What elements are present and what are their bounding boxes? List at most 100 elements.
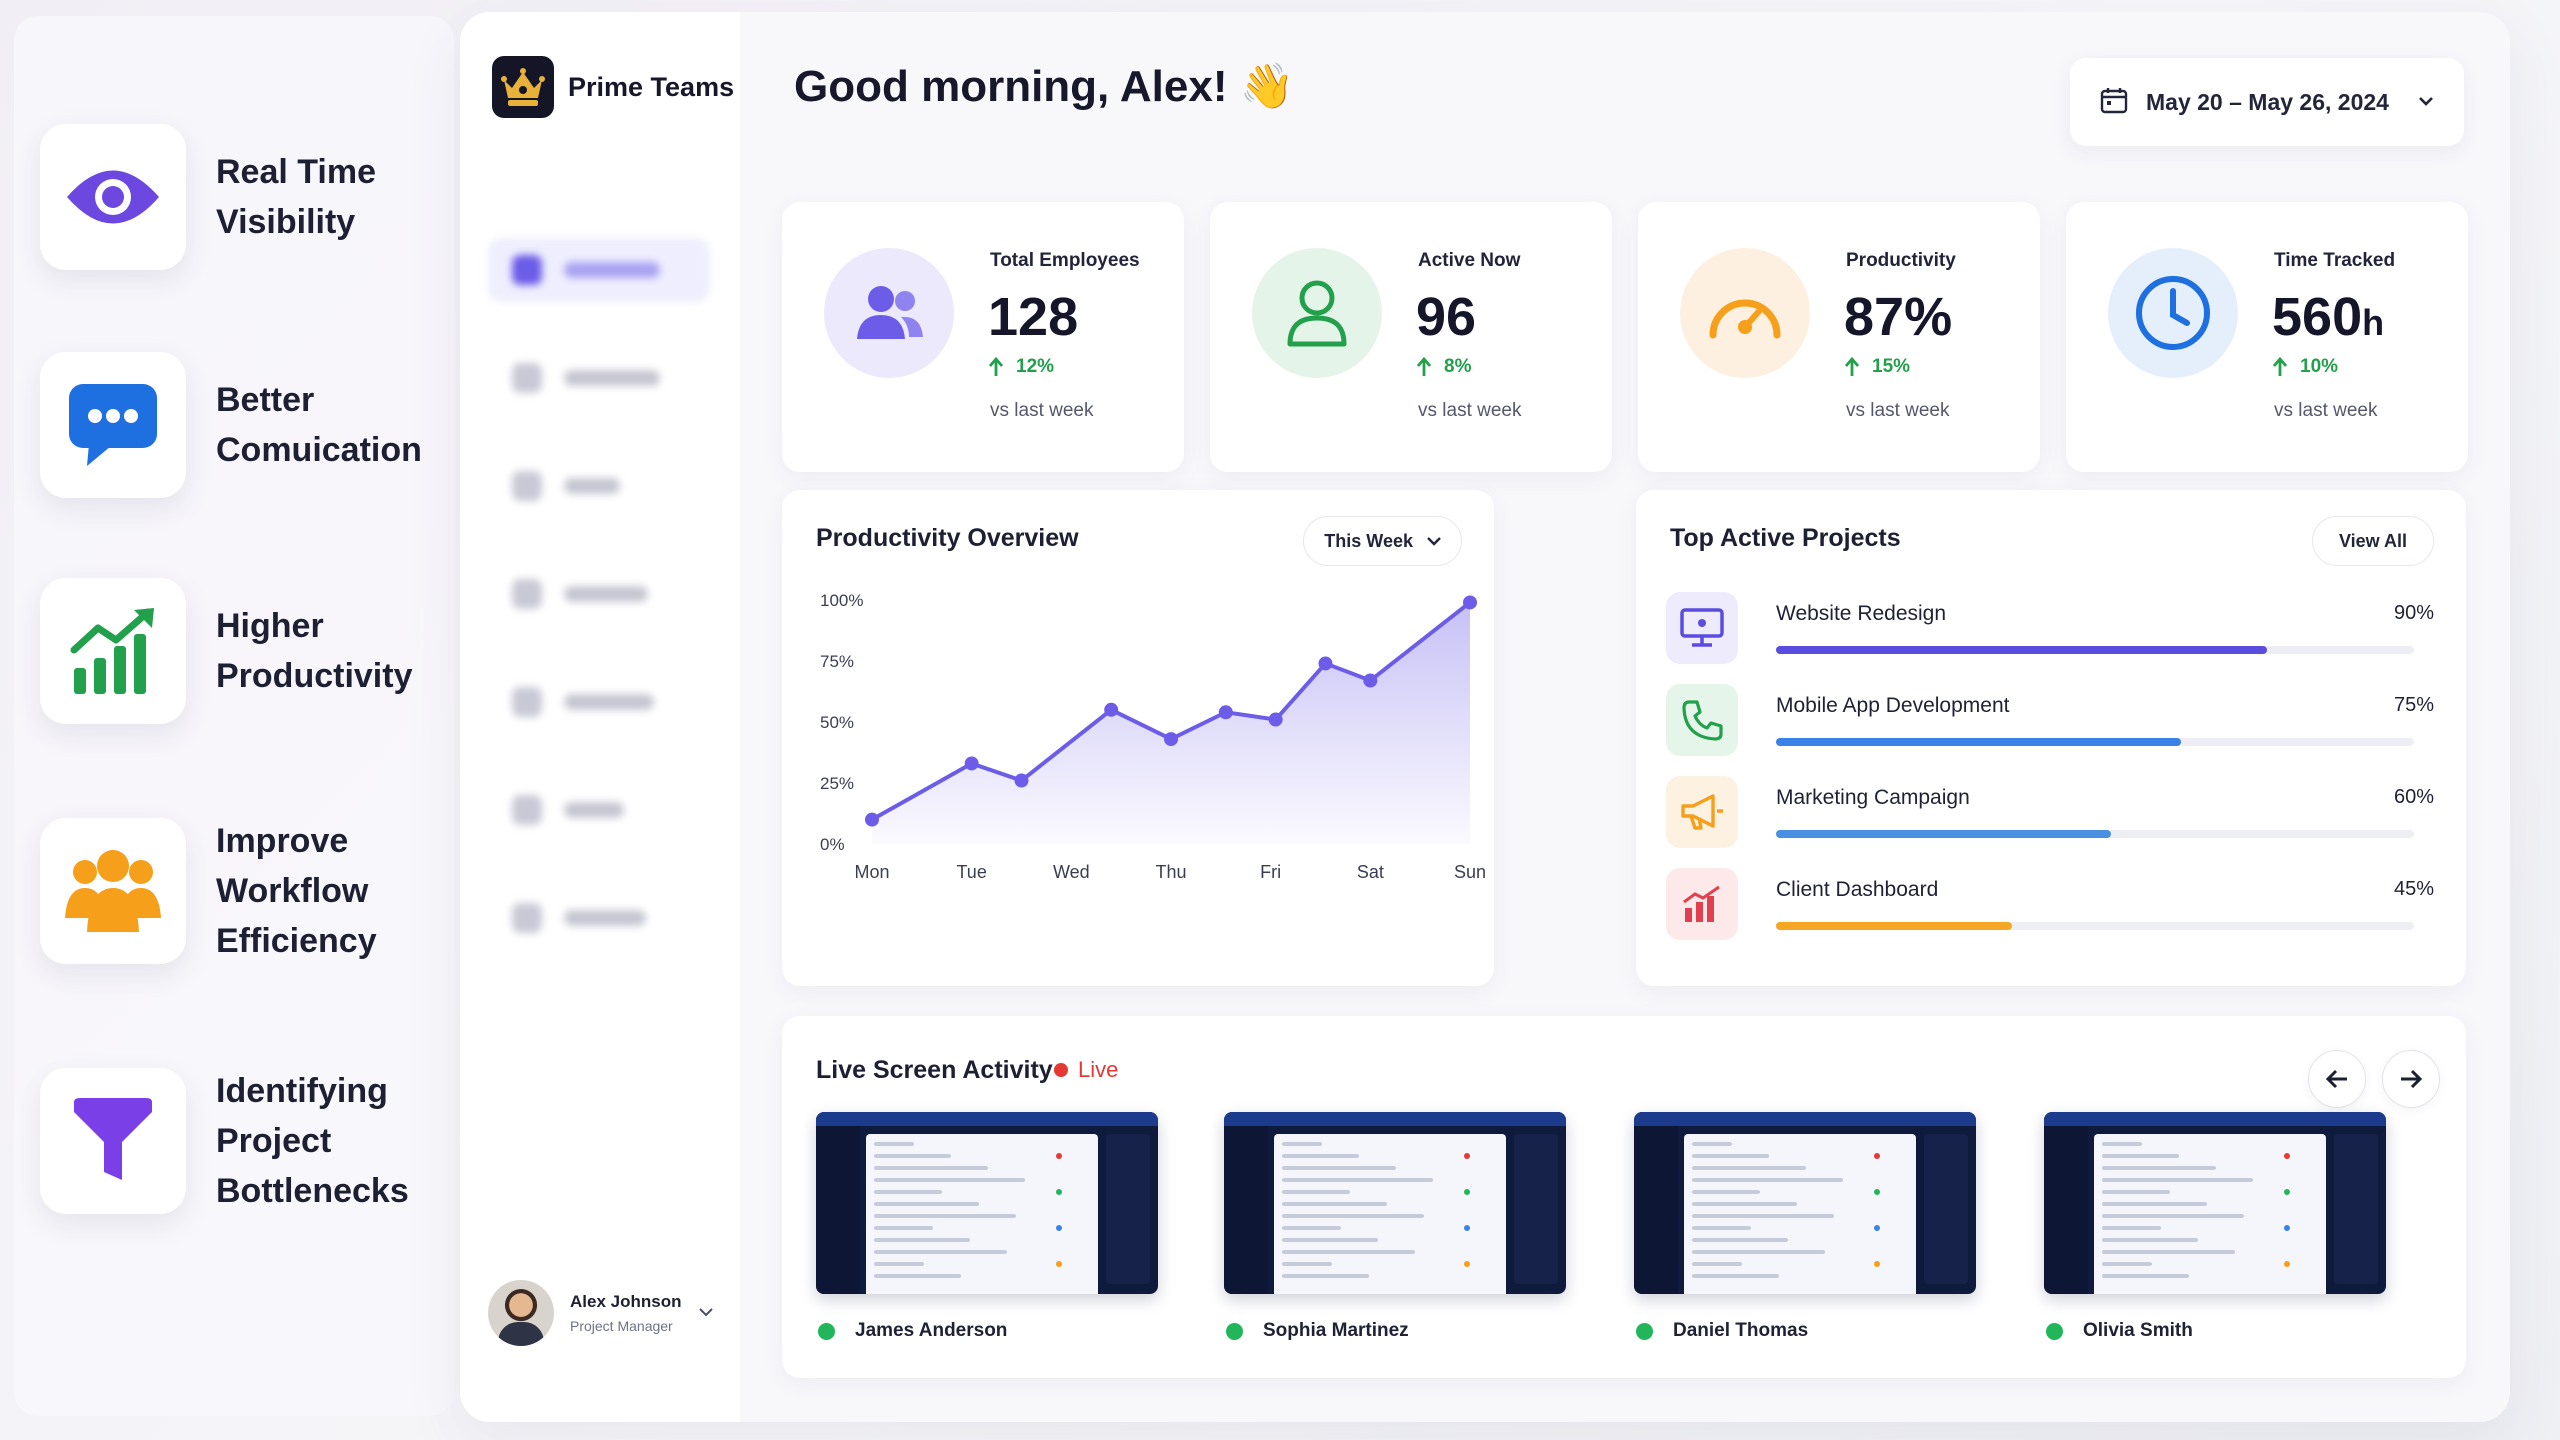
thumb-rpanel bbox=[1106, 1134, 1150, 1284]
next-arrow-button[interactable] bbox=[2382, 1050, 2440, 1108]
thumb-dot bbox=[1056, 1261, 1062, 1267]
project-progress-track bbox=[1776, 646, 2414, 654]
nav-label bbox=[564, 694, 654, 710]
stat-subtext: vs last week bbox=[2274, 400, 2378, 421]
thumb-dot bbox=[2284, 1153, 2290, 1159]
thumb-line bbox=[2102, 1190, 2170, 1194]
thumb-dot bbox=[1874, 1225, 1880, 1231]
thumb-dot bbox=[1464, 1189, 1470, 1195]
stat-change: 10% bbox=[2272, 356, 2338, 378]
crown-logo-icon bbox=[492, 56, 554, 118]
calendar-icon bbox=[2100, 86, 2128, 119]
nav-icon bbox=[512, 903, 542, 933]
thumb-line bbox=[1692, 1214, 1834, 1218]
data-point bbox=[1164, 732, 1178, 747]
online-status-icon bbox=[818, 1322, 835, 1340]
stat-value: 128 bbox=[988, 287, 1079, 347]
live-screen-activity-card: Live Screen Activity Live James Anderson… bbox=[782, 1016, 2466, 1378]
sidebar-item-7[interactable] bbox=[488, 886, 710, 950]
project-progress-fill bbox=[1776, 830, 2111, 838]
sidebar-item-5[interactable] bbox=[488, 670, 710, 734]
stat-change: 12% bbox=[988, 356, 1054, 378]
project-row[interactable]: Mobile App Development 75% bbox=[1666, 684, 2436, 760]
stat-label: Time Tracked bbox=[2274, 250, 2396, 271]
period-select[interactable]: This Week bbox=[1303, 516, 1462, 566]
sidebar-item-1[interactable] bbox=[488, 238, 710, 302]
data-point bbox=[1363, 673, 1378, 688]
brand[interactable]: Prime Teams bbox=[492, 56, 734, 118]
thumb-topbar bbox=[2044, 1112, 2386, 1126]
sidebar-item-4[interactable] bbox=[488, 562, 710, 626]
y-tick-label: 0% bbox=[820, 835, 845, 854]
chevron-down-icon bbox=[2418, 93, 2434, 111]
x-tick-label: Mon bbox=[854, 862, 889, 882]
nav-label bbox=[564, 586, 648, 602]
screen-tile[interactable]: James Anderson bbox=[816, 1112, 1158, 1342]
series-line bbox=[870, 600, 1472, 822]
chevron-down-icon bbox=[1427, 536, 1441, 546]
date-range-picker[interactable]: May 20 – May 26, 2024 bbox=[2070, 58, 2464, 146]
thumb-topbar bbox=[816, 1112, 1158, 1126]
thumb-topbar bbox=[1634, 1112, 1976, 1126]
thumb-line bbox=[1282, 1262, 1332, 1266]
growth-chart-icon bbox=[40, 578, 186, 724]
card-title: Top Active Projects bbox=[1670, 524, 1901, 552]
chevron-down-icon[interactable] bbox=[699, 1304, 714, 1322]
productivity-chart: 0% 25% 50% 75% 100% Mon Tue Wed Thu Fri Sat Sun bbox=[820, 591, 1486, 882]
thumb-line bbox=[2102, 1226, 2161, 1230]
prev-arrow-button[interactable] bbox=[2308, 1050, 2366, 1108]
avatar bbox=[488, 1280, 554, 1346]
nav-label bbox=[564, 910, 646, 926]
x-tick-label: Thu bbox=[1155, 862, 1186, 882]
top-projects-card: Top Active Projects View All Website Red… bbox=[1636, 490, 2466, 986]
data-point bbox=[1218, 705, 1233, 720]
thumb-line bbox=[874, 1142, 914, 1146]
screen-tile[interactable]: Daniel Thomas bbox=[1634, 1112, 1976, 1342]
nav-icon bbox=[512, 363, 542, 393]
stat-card-time-tracked[interactable]: Time Tracked 560h 10% vs last week bbox=[2066, 202, 2468, 472]
project-name: Mobile App Development bbox=[1776, 694, 2010, 717]
sidebar-item-2[interactable] bbox=[488, 346, 710, 410]
sidebar-item-6[interactable] bbox=[488, 778, 710, 842]
thumb-line bbox=[2102, 1238, 2198, 1242]
project-percent: 75% bbox=[2393, 694, 2434, 716]
thumb-dot bbox=[1056, 1153, 1062, 1159]
data-point bbox=[865, 812, 879, 827]
project-row[interactable]: Marketing Campaign 60% bbox=[1666, 776, 2436, 852]
project-percent: 90% bbox=[2393, 602, 2434, 624]
arrow-up-icon bbox=[1416, 357, 1432, 376]
clock-icon bbox=[2108, 248, 2238, 378]
screen-thumbnail[interactable] bbox=[1634, 1112, 1976, 1294]
data-point bbox=[1463, 595, 1477, 610]
y-tick-label: 75% bbox=[820, 652, 854, 671]
thumb-line bbox=[1692, 1238, 1788, 1242]
project-row[interactable]: Website Redesign 90% bbox=[1666, 592, 2436, 668]
feature-higher-productivity: Higher Productivity bbox=[40, 578, 450, 724]
screen-thumbnail[interactable] bbox=[2044, 1112, 2386, 1294]
users-icon bbox=[824, 248, 954, 378]
stat-label: Total Employees bbox=[990, 250, 1140, 271]
screen-thumbnail[interactable] bbox=[816, 1112, 1158, 1294]
stat-subtext: vs last week bbox=[1418, 400, 1522, 421]
screen-tile[interactable]: Olivia Smith bbox=[2044, 1112, 2386, 1342]
thumb-line bbox=[874, 1178, 1025, 1182]
view-all-button[interactable]: View All bbox=[2311, 516, 2434, 566]
screen-thumbnail[interactable] bbox=[1224, 1112, 1566, 1294]
thumb-rpanel bbox=[1514, 1134, 1558, 1284]
screen-tile[interactable]: Sophia Martinez bbox=[1224, 1112, 1566, 1342]
user-menu[interactable]: Alex Johnson Project Manager bbox=[488, 1280, 718, 1346]
screen-user-name: Sophia Martinez bbox=[1263, 1320, 1409, 1341]
stat-card-total-employees[interactable]: Total Employees 128 12% vs last week bbox=[782, 202, 1184, 472]
nav-icon bbox=[512, 579, 542, 609]
page-greeting: Good morning, Alex! 👋 bbox=[794, 62, 1295, 111]
arrow-up-icon bbox=[2272, 357, 2288, 376]
thumb-main bbox=[866, 1134, 1098, 1294]
y-tick-label: 50% bbox=[820, 713, 854, 732]
stat-label: Productivity bbox=[1846, 250, 1956, 271]
stat-card-productivity[interactable]: Productivity 87% 15% vs last week bbox=[1638, 202, 2040, 472]
stat-card-active-now[interactable]: Active Now 96 8% vs last week bbox=[1210, 202, 1612, 472]
project-row[interactable]: Client Dashboard 45% bbox=[1666, 868, 2436, 944]
thumb-dot bbox=[2284, 1189, 2290, 1195]
sidebar-item-3[interactable] bbox=[488, 454, 710, 518]
thumb-line bbox=[2102, 1274, 2189, 1278]
